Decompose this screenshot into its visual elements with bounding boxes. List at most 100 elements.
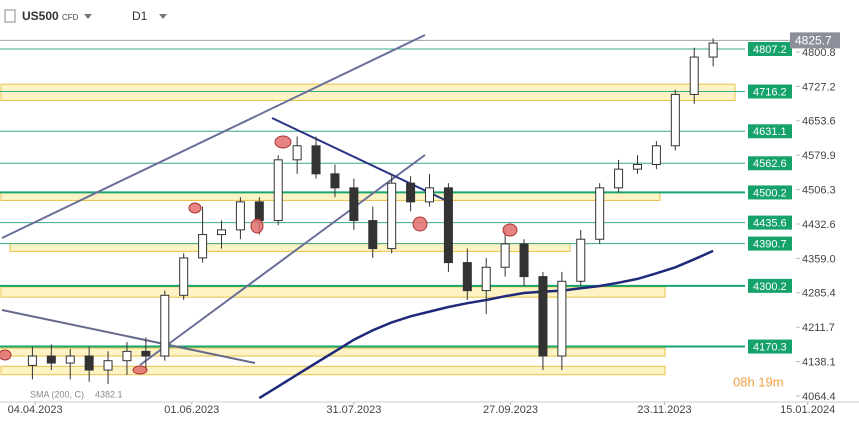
level-label-box	[748, 278, 792, 293]
candle-body	[500, 243, 510, 268]
symbol: US500	[22, 9, 59, 23]
candle-body	[349, 187, 359, 222]
axes: 4064.4 4138.1 4211.7 4285.4 4359.0 4432.6 4506…	[0, 47, 859, 416]
y-tick-label: 4727.2	[802, 81, 836, 93]
level-label-box	[748, 156, 792, 171]
y-tick-label: 4064.4	[802, 391, 836, 403]
instrument-type: CFD	[62, 13, 79, 22]
x-tick-label: 31.07.2023	[326, 404, 381, 416]
level-label: 4716.2	[753, 86, 787, 98]
timeframe[interactable]: D1	[132, 9, 148, 23]
y-tick-label: 4359.0	[802, 253, 836, 265]
candle-body	[84, 355, 94, 371]
y-tick-label: 4211.7	[802, 322, 835, 334]
trendline	[1, 34, 426, 239]
zone	[0, 83, 736, 101]
candle-body	[614, 168, 624, 189]
level-label: 4500.2	[753, 187, 787, 199]
header: US500 CFD D1	[4, 9, 167, 23]
markers	[0, 135, 518, 375]
candle-body	[519, 243, 529, 278]
candle-body	[425, 187, 434, 203]
trendline	[1, 309, 256, 364]
trendline	[139, 154, 426, 366]
candle-body	[462, 262, 472, 292]
trendlines	[1, 34, 446, 366]
candles	[27, 38, 718, 400]
candle-body	[141, 350, 151, 357]
dropdown[interactable]	[159, 14, 167, 19]
candle-body	[103, 360, 113, 371]
trendline	[271, 117, 446, 201]
candle-body	[538, 276, 548, 357]
marker	[132, 365, 148, 375]
candle-body	[595, 187, 605, 240]
icon	[4, 9, 16, 23]
candle-body	[311, 145, 321, 175]
candle-body	[481, 266, 491, 292]
candle-body	[689, 56, 699, 95]
x-tick-label: 01.06.2023	[164, 404, 219, 416]
marker	[502, 223, 518, 237]
candle-body	[160, 294, 170, 357]
marker	[0, 349, 12, 361]
level-label: 4807.2	[753, 44, 787, 56]
candle-body	[122, 350, 132, 362]
zone	[0, 192, 661, 201]
y-tick-label: 4432.6	[802, 219, 836, 231]
candle-body	[179, 257, 189, 296]
y-tick-label: 4800.8	[802, 47, 836, 59]
level-label-box	[748, 339, 792, 354]
candle-body	[235, 201, 245, 231]
y-tick-label: 4285.4	[802, 288, 836, 300]
candle-body	[406, 182, 416, 203]
x-tick-label: 04.04.2023	[8, 404, 63, 416]
candle-body	[46, 355, 56, 364]
y-tick-label: 4138.1	[802, 356, 836, 368]
dropdown[interactable]	[84, 14, 92, 19]
level-label-box	[748, 215, 792, 230]
candle-body	[576, 238, 586, 282]
candle-body	[198, 234, 208, 259]
candle-body	[651, 145, 661, 165]
marker	[250, 218, 264, 234]
y-tick-label: 4579.9	[802, 150, 836, 162]
candle-body	[443, 187, 453, 264]
x-tick-label: 15.01.2024	[780, 404, 835, 416]
marker	[188, 202, 202, 214]
candle-body	[217, 229, 227, 236]
level-label-box	[748, 236, 792, 251]
x-tick-label: 27.09.2023	[483, 404, 538, 416]
indicator-name: SMA (200, C)	[30, 389, 84, 399]
y-tick-label: 4506.3	[802, 184, 836, 196]
candle-body	[65, 355, 75, 364]
y-tick-label: 4653.6	[802, 116, 836, 128]
zone	[0, 365, 666, 376]
level-label-box	[748, 124, 792, 139]
level-label: 4390.7	[753, 238, 787, 250]
candle-body	[632, 163, 642, 170]
level-label: 4435.6	[753, 218, 787, 230]
zone	[0, 286, 666, 298]
level-label: 4300.2	[753, 281, 787, 293]
marker	[412, 216, 428, 232]
candle-body	[292, 145, 302, 161]
marker	[274, 135, 292, 149]
level-label-box	[748, 42, 792, 57]
last-price: 4825.7	[795, 34, 832, 48]
candle-body	[27, 355, 37, 366]
indicator-value: 4382.1	[95, 389, 123, 399]
level-label: 4631.1	[753, 126, 787, 138]
candle-body	[708, 42, 718, 58]
candle-body	[254, 201, 264, 222]
level-label: 4170.3	[753, 341, 787, 353]
countdown: 08h 19m	[733, 374, 784, 389]
candle-body	[330, 173, 340, 189]
level-label-box	[748, 84, 792, 99]
candle-body	[557, 280, 567, 357]
candle-body	[368, 220, 378, 250]
level-label: 4562.6	[753, 158, 787, 170]
candle-body	[670, 93, 680, 147]
